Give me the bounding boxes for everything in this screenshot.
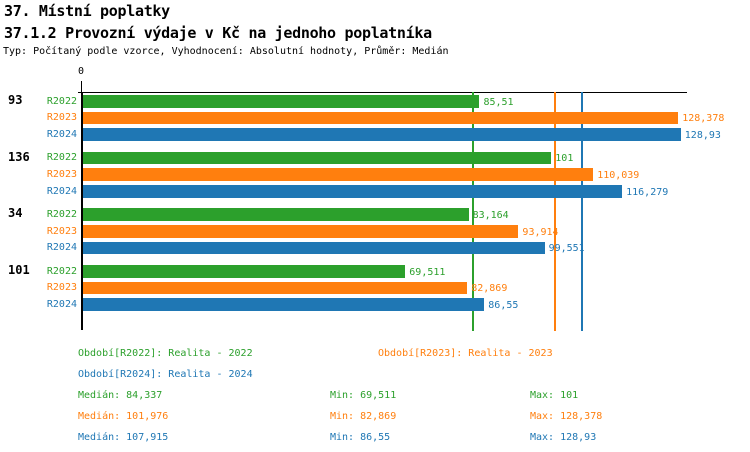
median-reference-line: [581, 92, 584, 331]
bar-value-label: 85,51: [483, 96, 514, 108]
series-label: R2023: [46, 112, 77, 124]
bar-value-label: 86,55: [488, 299, 519, 311]
bar: [83, 168, 594, 181]
bar: [83, 208, 469, 221]
bar-value-label: 128,378: [682, 113, 725, 125]
bar-value-label: 82,869: [471, 283, 508, 295]
category-label: 34: [8, 206, 23, 221]
category-label: 101: [8, 263, 30, 277]
legend-item-r2022: Období[R2022]: Realita - 2022: [78, 348, 253, 359]
stat-median-r2024: Medián: 107,915: [78, 432, 169, 443]
series-label: R2023: [46, 168, 77, 180]
median-reference-line: [553, 92, 556, 331]
series-label: R2024: [46, 298, 77, 310]
bar: [83, 128, 681, 141]
series-label: R2022: [46, 152, 77, 164]
value-axis-zero-tick: [81, 81, 82, 92]
category-label: 93: [8, 93, 23, 107]
bar-value-label: 110,039: [597, 169, 640, 181]
stat-max-r2022: Max: 101: [530, 390, 579, 401]
page-title: 37. Místní poplatky: [4, 2, 170, 20]
stat-min-r2024: Min: 86,55: [330, 432, 391, 443]
series-label: R2023: [46, 282, 77, 294]
bar: [83, 298, 485, 311]
chart-subtitle: 37.1.2 Provozní výdaje v Kč na jednoho p…: [4, 24, 432, 42]
stat-median-r2023: Medián: 101,976: [78, 411, 169, 422]
value-axis-line: [78, 92, 687, 93]
series-label: R2023: [46, 225, 77, 237]
legend-item-r2024: Období[R2024]: Realita - 2024: [78, 369, 253, 380]
series-label: R2022: [46, 95, 77, 107]
bar-value-label: 128,93: [684, 129, 721, 141]
bar: [83, 281, 468, 295]
legend-item-r2023: Období[R2023]: Realita - 2023: [378, 348, 553, 359]
bar-value-label: 101: [555, 153, 574, 165]
series-label: R2024: [46, 185, 77, 197]
series-label: R2024: [46, 128, 77, 140]
bar: [83, 151, 552, 165]
bar: [83, 111, 679, 125]
category-label: 136: [8, 149, 30, 164]
stat-median-r2022: Medián: 84,337: [78, 390, 163, 401]
bar-value-label: 93,914: [522, 226, 559, 238]
value-axis-zero-label: 0: [77, 66, 85, 77]
chart-meta-info: Typ: Počítaný podle vzorce, Vyhodnocení:…: [3, 46, 449, 57]
series-label: R2022: [46, 208, 77, 220]
series-label: R2022: [46, 265, 77, 277]
bar: [83, 95, 480, 108]
bar-value-label: 99,551: [548, 243, 585, 255]
stat-max-r2024: Max: 128,93: [530, 432, 597, 443]
bar-value-label: 116,279: [626, 186, 669, 198]
stat-min-r2022: Min: 69,511: [330, 390, 397, 401]
bar-value-label: 83,164: [472, 209, 509, 221]
stat-max-r2023: Max: 128,378: [530, 411, 603, 422]
bar: [83, 265, 406, 278]
median-reference-line: [472, 92, 475, 331]
category-axis-line: [81, 92, 83, 330]
series-label: R2024: [46, 242, 77, 254]
stat-min-r2023: Min: 82,869: [330, 411, 397, 422]
bar-value-label: 69,511: [409, 266, 446, 278]
bar: [83, 225, 519, 238]
bar: [83, 185, 623, 198]
bar: [83, 241, 545, 255]
